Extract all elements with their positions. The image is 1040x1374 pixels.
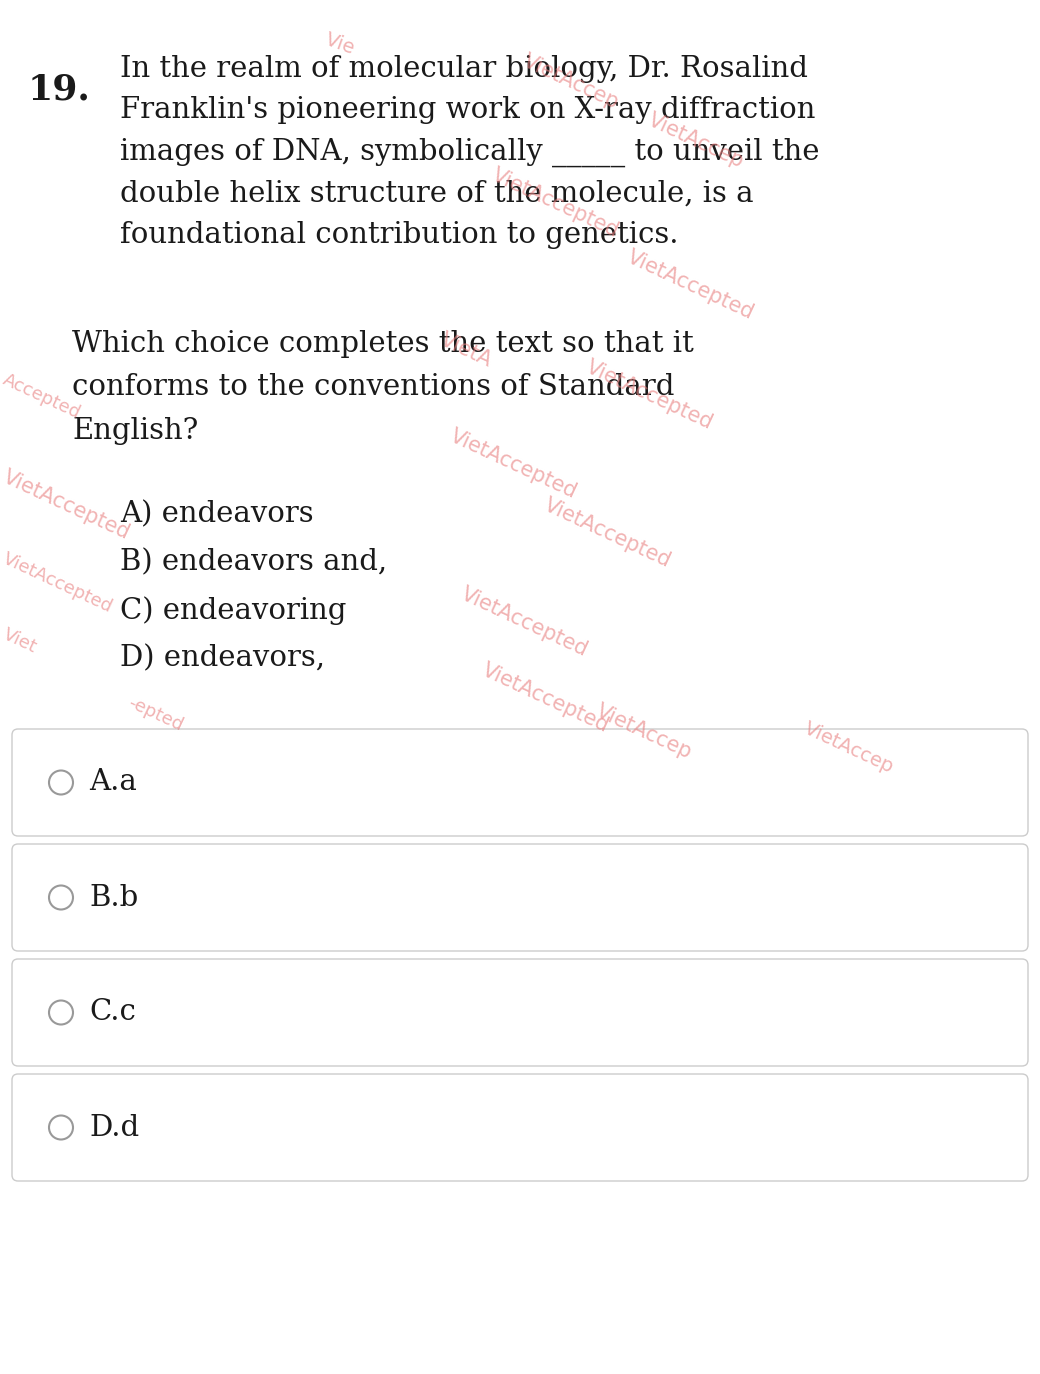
Text: VietAccepted: VietAccepted [541, 495, 674, 572]
Text: C) endeavoring: C) endeavoring [120, 596, 346, 625]
Text: B) endeavors and,: B) endeavors and, [120, 548, 387, 576]
Text: VietAccep: VietAccep [801, 719, 896, 776]
Text: A.a: A.a [89, 768, 137, 797]
Text: B.b: B.b [89, 883, 138, 911]
Text: 19.: 19. [28, 71, 90, 106]
Text: VietAccepted: VietAccepted [582, 357, 716, 434]
FancyBboxPatch shape [12, 844, 1028, 951]
Text: VietAccepted: VietAccepted [447, 426, 580, 503]
Text: VietA: VietA [437, 330, 495, 371]
FancyBboxPatch shape [12, 730, 1028, 835]
Text: VietAccepted: VietAccepted [0, 550, 115, 617]
Text: Accepted: Accepted [0, 371, 83, 423]
Text: VietAccepted: VietAccepted [458, 584, 591, 661]
Text: -epted: -epted [125, 694, 185, 735]
Text: Viet: Viet [0, 625, 40, 657]
Text: VietAccepted: VietAccepted [0, 467, 133, 544]
Text: VietAccepted: VietAccepted [489, 165, 622, 242]
Text: In the realm of molecular biology, Dr. Rosalind
Franklin's pioneering work on X-: In the realm of molecular biology, Dr. R… [120, 55, 820, 249]
FancyBboxPatch shape [12, 959, 1028, 1066]
Text: Vie: Vie [322, 30, 358, 59]
Text: D) endeavors,: D) endeavors, [120, 644, 324, 672]
Text: VietAccepted: VietAccepted [478, 660, 612, 736]
Text: VietAccep: VietAccep [645, 110, 747, 172]
Text: VietAccep: VietAccep [593, 701, 695, 763]
FancyBboxPatch shape [12, 1074, 1028, 1182]
Text: VietAccepted: VietAccepted [624, 247, 757, 324]
Text: A) endeavors: A) endeavors [120, 500, 314, 528]
Text: D.d: D.d [89, 1113, 139, 1142]
Text: Which choice completes the text so that it
conforms to the conventions of Standa: Which choice completes the text so that … [72, 330, 694, 445]
Text: C.c: C.c [89, 999, 136, 1026]
Text: VietAccep: VietAccep [520, 51, 622, 113]
